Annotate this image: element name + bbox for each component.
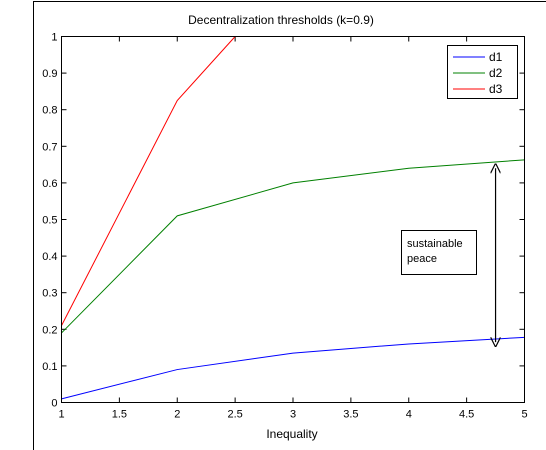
x-tick-label: 2.5 (227, 409, 242, 421)
y-tick-label: 0.3 (42, 288, 57, 300)
annotation-line-2: peace (407, 253, 437, 265)
x-tick-label: 4 (406, 409, 412, 421)
y-tick-label: 0.4 (42, 251, 57, 263)
y-tick-label: 0 (51, 398, 57, 410)
y-tick-label: 0.7 (42, 141, 57, 153)
legend-label-d1: d1 (489, 50, 503, 64)
legend-label-d3: d3 (489, 82, 503, 96)
series-group (61, 36, 525, 400)
y-tick-label: 1 (51, 32, 57, 44)
y-tick-label: 0.5 (42, 215, 57, 227)
x-tick-label: 4.5 (459, 409, 474, 421)
x-tick-label: 3.5 (343, 409, 358, 421)
y-axis-ticks: 0 0.1 0.2 0.3 0.4 0.5 0.6 0.7 0.8 0.9 1 (42, 32, 525, 410)
y-tick-label: 0.6 (42, 178, 57, 190)
x-tick-label: 1 (58, 409, 64, 421)
y-tick-label: 0.8 (42, 105, 57, 117)
series-line-d3 (61, 36, 236, 326)
legend: d1 d2 d3 (447, 45, 518, 99)
plot-area (61, 36, 524, 402)
y-tick-label: 0.1 (42, 361, 57, 373)
chart-title: Decentralization thresholds (k=0.9) (188, 13, 374, 27)
x-axis-label: Inequality (266, 427, 317, 441)
x-tick-label: 3 (290, 409, 296, 421)
x-tick-label: 1.5 (112, 409, 127, 421)
legend-box (447, 45, 518, 99)
annotation-box (401, 230, 477, 275)
series-line-d1 (61, 336, 525, 400)
y-tick-label: 0.2 (42, 324, 57, 336)
x-tick-label: 2 (174, 409, 180, 421)
annotation: sustainable peace (401, 230, 477, 275)
legend-label-d2: d2 (489, 66, 503, 80)
plot-frame (61, 36, 525, 403)
series-line-d2 (61, 159, 525, 334)
annotation-line-1: sustainable (407, 238, 463, 250)
x-axis-ticks: 1 1.5 2 2.5 3 3.5 4 4.5 5 (58, 36, 528, 421)
y-tick-label: 0.9 (42, 68, 57, 80)
x-tick-label: 5 (521, 409, 527, 421)
